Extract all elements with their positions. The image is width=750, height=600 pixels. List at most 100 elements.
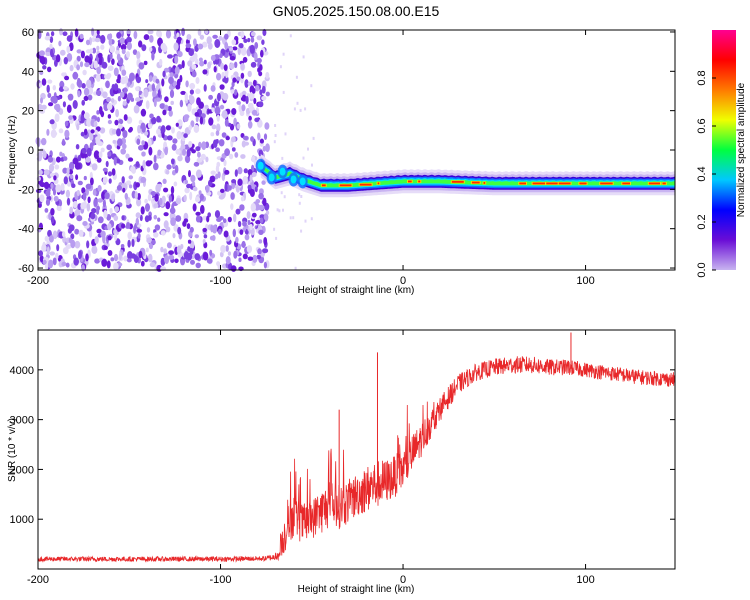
spectrogram-noise-cell [40, 137, 47, 146]
spectrogram-noise-cell [141, 44, 147, 52]
spectrogram-noise-cell [265, 91, 270, 97]
spectrogram-noise-cell [249, 189, 255, 197]
spectrogram-noise-cell [258, 239, 263, 244]
spectrogram-frame [37, 29, 676, 271]
spectrogram-hot-segment [451, 180, 464, 183]
spectrogram-noise-cell [224, 33, 229, 40]
spectrogram-noise-cell [116, 53, 121, 61]
spectrogram-noise-cell [106, 102, 113, 111]
spectrogram-noise-cell [49, 251, 55, 256]
spectrogram-noise-cell [71, 183, 76, 188]
spectrogram-noise-cell [151, 83, 156, 92]
spectrogram-noise-cell [70, 233, 75, 240]
spectrogram-noise-cell [45, 262, 49, 271]
spectrogram-hot-segment [377, 182, 380, 185]
spectrogram-noise-cell [239, 204, 245, 211]
spectrogram-noise-cell [77, 154, 82, 162]
spectrogram-noise-cell [236, 123, 241, 129]
spectrogram-noise-cell [77, 90, 81, 98]
spectrogram-noise-cell [94, 37, 101, 43]
spectrogram-noise-cell [80, 131, 85, 137]
spectrogram-noise-cell [50, 31, 55, 37]
spectrogram-noise-cell [172, 233, 176, 239]
spectrogram-noise-cell [56, 205, 62, 212]
spectrogram-noise-cell [310, 84, 313, 88]
spectrogram-noise-cell [191, 149, 197, 154]
spectrogram-noise-cell [110, 257, 115, 262]
spectrogram-noise-cell [257, 248, 262, 255]
spectrogram-noise-cell [168, 254, 175, 260]
spectrogram-noise-cell [107, 151, 112, 157]
spectrogram-noise-cell [218, 216, 224, 220]
spectrogram-noise-cell [261, 39, 265, 45]
spectrogram-noise-cell [93, 188, 97, 195]
spectrogram-noise-cell [125, 224, 131, 229]
spectrogram-noise-cell [48, 163, 55, 172]
spectrogram-noise-cell [148, 123, 153, 129]
spectrogram-noise-cell [194, 112, 200, 117]
spectrogram-noise-cell [113, 215, 119, 221]
spectrogram-noise-cell [256, 254, 261, 260]
spectrogram-noise-cell [82, 221, 88, 226]
spectrogram-ytick-label: -20 [18, 184, 34, 196]
spectrogram-noise-cell [192, 52, 198, 60]
spectrogram-noise-cell [120, 148, 126, 155]
spectrogram-noise-cell [138, 90, 142, 96]
spectrogram-noise-cell [230, 203, 234, 211]
spectrogram-noise-cell [240, 196, 245, 202]
spectrogram-noise-cell [135, 182, 140, 188]
spectrogram-noise-cell [46, 84, 50, 93]
spectrogram-noise-cell [133, 104, 140, 114]
spectrogram-noise-cell [200, 204, 205, 214]
spectrogram-noise-cell [298, 201, 301, 205]
spectrogram-noise-cell [201, 41, 208, 48]
spectrogram-noise-cell [47, 79, 53, 84]
spectrogram-noise-cell [46, 128, 50, 136]
figure-title: GN05.2025.150.08.00.E15 [273, 3, 440, 19]
spectrogram-noise-cell [86, 147, 92, 157]
spectrogram-noise-cell [141, 151, 146, 157]
spectrogram-noise-cell [162, 178, 167, 184]
spectrogram-noise-cell [203, 234, 208, 239]
spectrogram-noise-cell [122, 100, 127, 106]
spectrogram-noise-cell [119, 91, 125, 98]
spectrogram-noise-cell [220, 188, 225, 193]
spectrogram-noise-cell [79, 33, 84, 40]
spectrogram-noise-cell [66, 197, 71, 206]
spectrogram-noise-cell [96, 207, 100, 215]
spectrogram-noise-cell [274, 134, 277, 137]
spectrogram-noise-cell [219, 84, 225, 90]
spectrogram-noise-cell [250, 203, 256, 212]
spectrogram-noise-cell [121, 48, 126, 55]
spectrogram-noise-cell [233, 250, 238, 259]
colorbar-tick-label: 0.0 [696, 262, 708, 277]
spectrogram-hot-segment [532, 182, 545, 185]
spectrogram-noise-cell [254, 186, 258, 193]
spectrogram-noise-cell [72, 71, 79, 80]
spectrogram-noise-cell [259, 89, 263, 96]
spectrogram-noise-cell [58, 86, 65, 92]
spectrogram-noise-cell [191, 64, 197, 70]
spectrogram-noise-cell [93, 150, 100, 160]
spectrogram-noise-cell [52, 85, 56, 91]
spectrogram-noise-cell [80, 50, 85, 59]
spectrogram-noise-cell [218, 35, 223, 41]
spectrogram-noise-cell [127, 251, 133, 260]
spectrogram-noise-cell [73, 257, 79, 266]
spectrogram-noise-cell [251, 172, 257, 177]
spectrogram-noise-cell [223, 159, 227, 167]
spectrogram-noise-cell [136, 228, 143, 233]
spectrogram-noise-cell [91, 27, 95, 36]
spectrogram-noise-cell [127, 231, 132, 240]
spectrogram-noise-cell [124, 192, 128, 200]
spectrogram-noise-cell [234, 61, 238, 68]
spectrogram-noise-cell [147, 138, 152, 147]
spectrogram-noise-cell [206, 258, 213, 264]
spectrogram-noise-cell [116, 185, 122, 191]
spectrogram-noise-cell [69, 174, 74, 180]
spectrogram-noise-cell [179, 74, 183, 83]
spectrogram-xlabel: Height of straight line (km) [298, 285, 415, 296]
spectrogram-noise-cell [66, 35, 73, 42]
spectrogram-noise-cell [214, 210, 221, 219]
spectrogram-ytick-label: -40 [18, 224, 34, 236]
